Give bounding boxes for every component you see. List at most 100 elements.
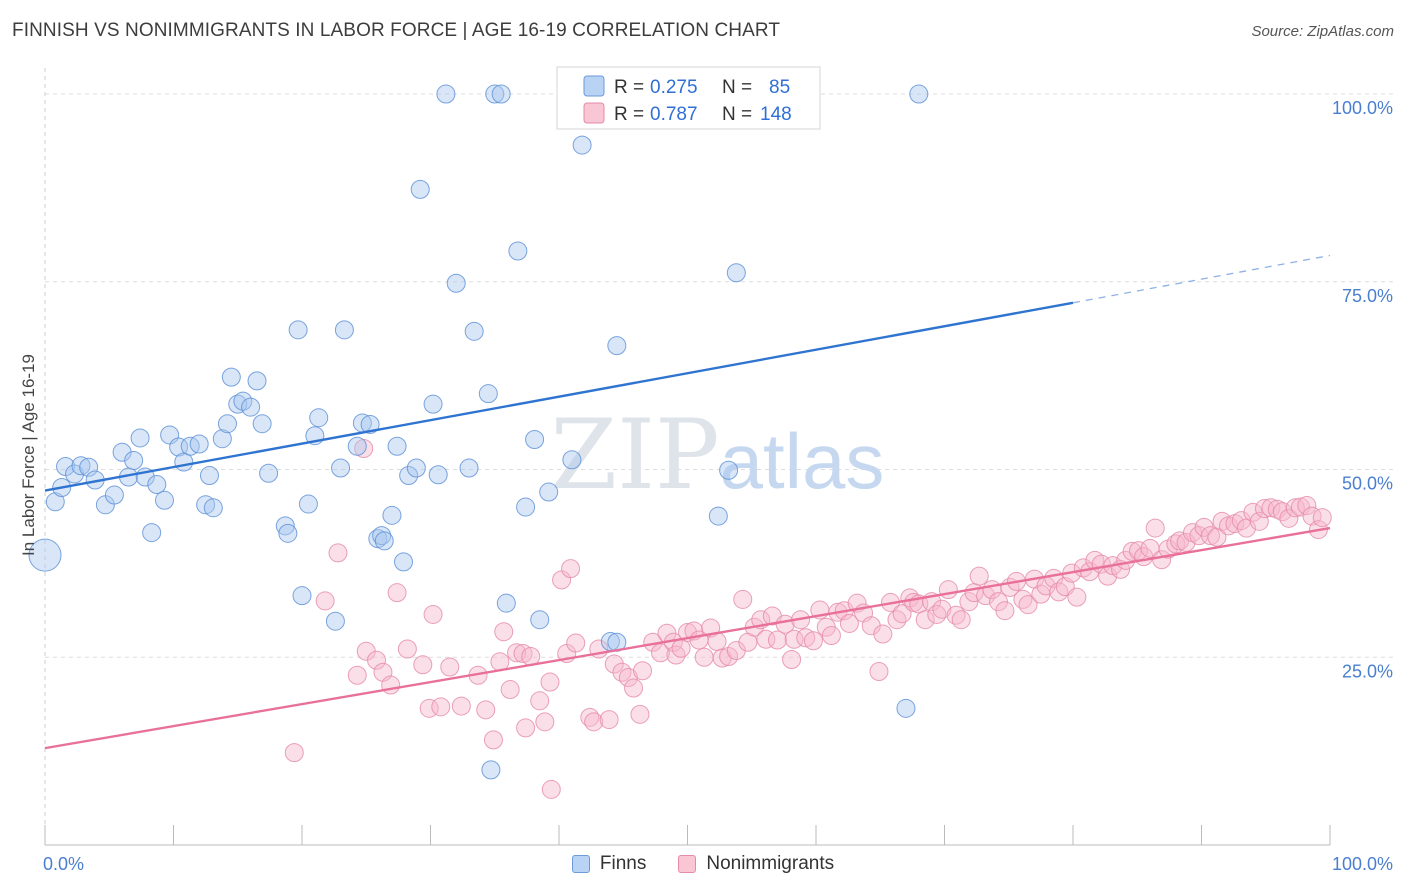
nonimmigrants-point bbox=[694, 647, 714, 667]
finns-point bbox=[79, 457, 99, 477]
nonimmigrants-point bbox=[633, 661, 653, 681]
nonimmigrants-point bbox=[927, 604, 947, 624]
legend-finns-n-label: N = bbox=[722, 77, 752, 98]
nonimmigrants-point bbox=[618, 668, 638, 688]
finns-point bbox=[516, 497, 536, 517]
finns-point bbox=[478, 384, 498, 404]
nonimmigrants-point bbox=[328, 543, 348, 563]
finns-point bbox=[325, 611, 345, 631]
legend-label-nonimmigrants: Nonimmigrants bbox=[706, 853, 835, 874]
nonimmigrants-point bbox=[995, 601, 1015, 621]
nonimmigrants-point bbox=[1285, 498, 1305, 518]
finns-point bbox=[247, 371, 267, 391]
finns-point bbox=[562, 450, 582, 470]
trend-lines bbox=[44, 254, 1331, 750]
y-tick-label: 50.0% bbox=[1342, 474, 1393, 494]
nonimmigrants-point bbox=[719, 647, 739, 667]
legend-item-nonimmigrants[interactable]: Nonimmigrants bbox=[678, 853, 834, 875]
finns-point bbox=[572, 135, 592, 155]
legend-finns-r-label: R = bbox=[614, 77, 644, 98]
nonimmigrants-swatch bbox=[678, 855, 697, 873]
finns-point bbox=[298, 494, 318, 514]
nonimmigrants-point bbox=[315, 591, 335, 611]
finns-point bbox=[530, 610, 550, 630]
finns-trend-line bbox=[44, 301, 1074, 492]
nonimmigrants-point bbox=[423, 604, 443, 624]
watermark-zip: ZIP bbox=[550, 399, 719, 511]
finns-point bbox=[539, 482, 559, 502]
nonimmigrants-point bbox=[540, 672, 560, 692]
nonimmigrants-point bbox=[599, 710, 619, 730]
nonimmigrants-point bbox=[1067, 587, 1087, 607]
nonimmigrants-point bbox=[413, 655, 433, 675]
finns-point bbox=[252, 414, 272, 434]
finns-point bbox=[485, 84, 505, 104]
legend-non-swatch bbox=[583, 102, 605, 124]
nonimmigrants-point bbox=[951, 610, 971, 630]
finns-point bbox=[360, 414, 380, 434]
finns-point bbox=[394, 552, 414, 572]
chart-title: FINNISH VS NONIMMIGRANTS IN LABOR FORCE … bbox=[12, 20, 781, 41]
legend-item-finns[interactable]: Finns bbox=[571, 853, 646, 875]
finns-point bbox=[909, 84, 929, 104]
nonimmigrants-point bbox=[1166, 534, 1186, 554]
nonimmigrants-point bbox=[1049, 582, 1069, 602]
finns-point bbox=[130, 428, 150, 448]
nonimmigrants-point bbox=[733, 589, 753, 609]
nonimmigrants-point bbox=[387, 583, 407, 603]
nonimmigrants-point bbox=[630, 704, 650, 724]
finns-point bbox=[292, 586, 312, 606]
nonimmigrants-point bbox=[969, 566, 989, 586]
axes bbox=[44, 68, 1331, 846]
finns-point bbox=[203, 498, 223, 518]
finns-point bbox=[233, 391, 253, 411]
finns-point bbox=[399, 466, 419, 486]
nonimmigrants-point bbox=[431, 697, 451, 717]
nonimmigrants-point bbox=[604, 654, 624, 674]
nonimmigrants-point bbox=[1249, 511, 1269, 531]
nonimmigrants-point bbox=[959, 592, 979, 612]
nonimmigrants-point bbox=[932, 599, 952, 619]
finns-point bbox=[275, 516, 295, 536]
nonimmigrants-point bbox=[566, 633, 586, 653]
finns-point bbox=[508, 241, 528, 261]
nonimmigrants-point bbox=[782, 650, 802, 670]
finns-trend-extension bbox=[1072, 254, 1331, 304]
finns-point bbox=[331, 458, 351, 478]
nonimmigrants-point bbox=[561, 559, 581, 579]
finns-point bbox=[288, 320, 308, 340]
legend-non-n-label: N = bbox=[722, 104, 752, 125]
finns-point bbox=[104, 485, 124, 505]
finns-point bbox=[387, 436, 407, 456]
legend-finns-r-value: 0.275 bbox=[650, 77, 698, 98]
finns-point bbox=[45, 492, 65, 512]
finns-point bbox=[347, 436, 367, 456]
finns-point bbox=[71, 456, 91, 476]
finns-point bbox=[217, 414, 237, 434]
finns-point bbox=[382, 505, 402, 525]
watermark-atlas: atlas bbox=[720, 417, 885, 505]
nonimmigrants-point bbox=[494, 622, 514, 642]
nonimmigrants-point bbox=[1207, 527, 1227, 547]
finns-point bbox=[142, 523, 162, 543]
nonimmigrants-point bbox=[666, 645, 686, 665]
finns-point bbox=[423, 394, 443, 414]
y-tick-label: 100.0% bbox=[1332, 98, 1393, 118]
finns-point bbox=[896, 698, 916, 718]
finns-point bbox=[124, 450, 144, 470]
chart-source: Source: ZipAtlas.com bbox=[1251, 23, 1394, 40]
nonimmigrants-point bbox=[284, 743, 304, 763]
nonimmigrants-point bbox=[915, 610, 935, 630]
finns-point bbox=[491, 84, 511, 104]
nonimmigrants-point bbox=[476, 700, 496, 720]
nonimmigrants-point bbox=[624, 678, 644, 698]
nonimmigrants-point bbox=[1018, 595, 1038, 615]
finns-point bbox=[372, 526, 392, 546]
nonimmigrants-point bbox=[1013, 589, 1033, 609]
nonimmigrants-point bbox=[530, 691, 550, 711]
correlation-legend: R = 0.275 N = 85 R = 0.787 N = 148 bbox=[556, 66, 821, 130]
nonimmigrants-point bbox=[821, 625, 841, 645]
finns-point bbox=[481, 760, 501, 780]
nonimmigrants-point bbox=[1261, 498, 1281, 518]
